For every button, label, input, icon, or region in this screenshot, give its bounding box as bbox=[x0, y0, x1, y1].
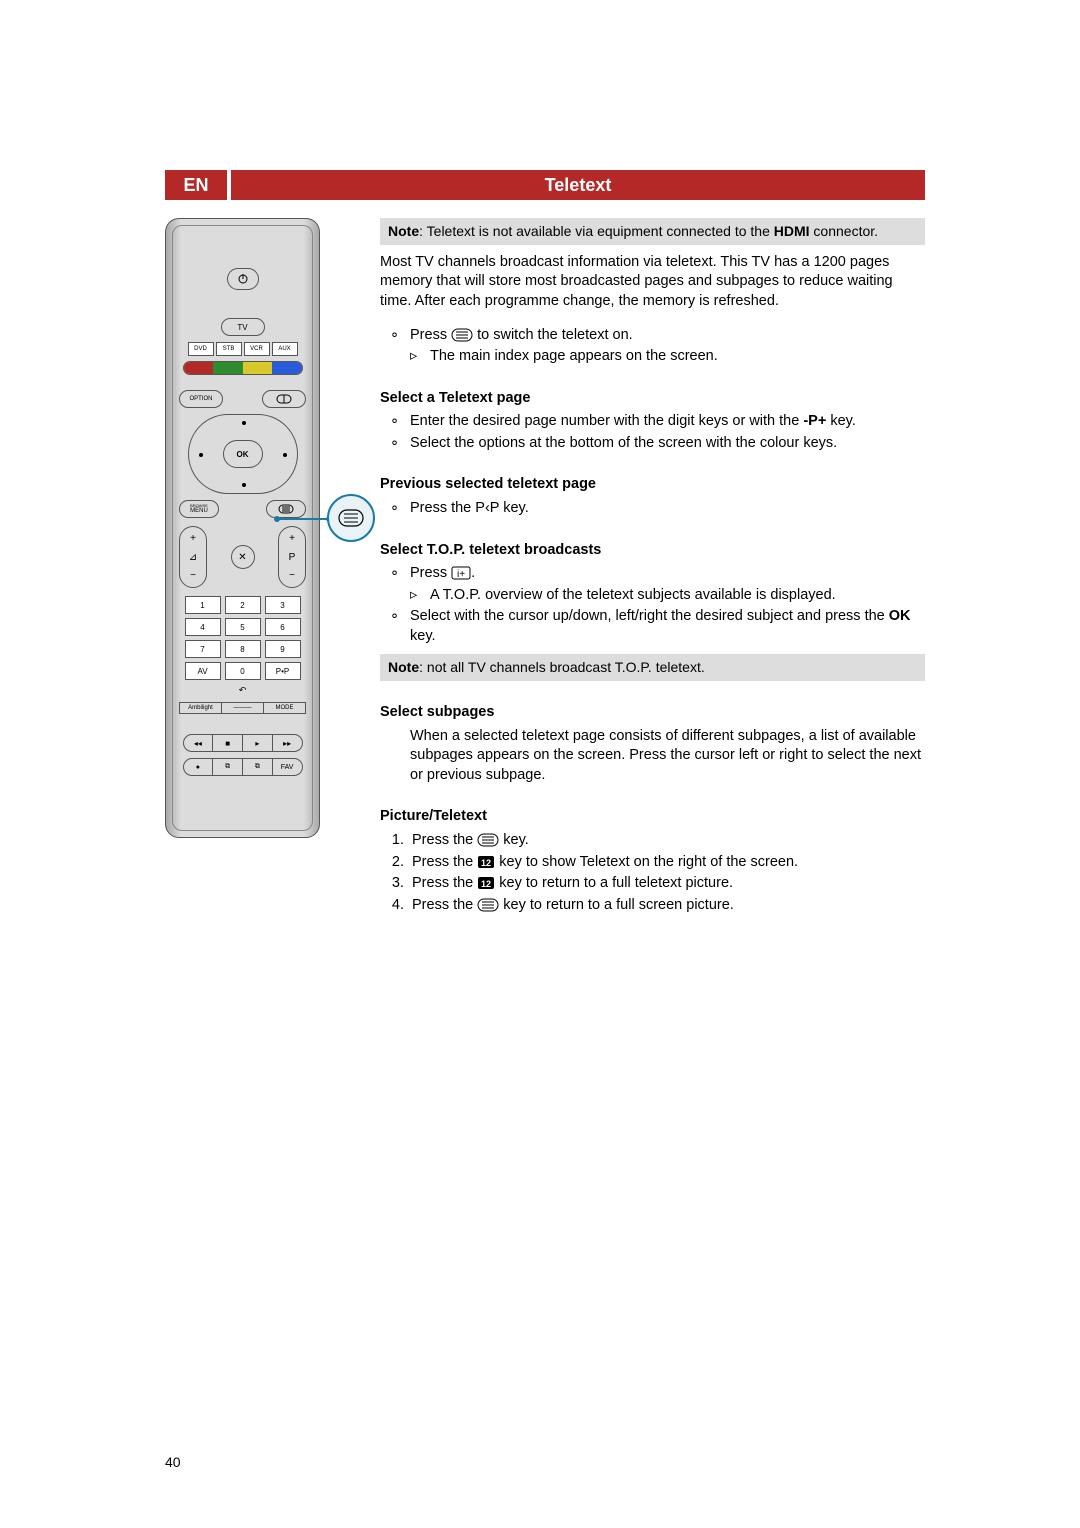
channel-pill: +P− bbox=[278, 526, 306, 588]
heading-subpages: Select subpages bbox=[380, 703, 925, 723]
header-bar: EN Teletext bbox=[165, 170, 925, 200]
text-column: Note: Teletext is not available via equi… bbox=[380, 218, 925, 917]
dpad: OK bbox=[188, 414, 298, 494]
bullet-select-cursor: ∘ Select with the cursor up/down, left/r… bbox=[390, 607, 925, 646]
back-key: ↶ bbox=[225, 684, 261, 696]
para-subpages: When a selected teletext page consists o… bbox=[410, 727, 925, 786]
numpad: 1 2 3 4 5 6 7 8 9 AV 0 P•P bbox=[185, 596, 301, 680]
option-row: OPTION bbox=[179, 390, 306, 408]
vol-ch-row: +⊿− ✕ +P− bbox=[179, 526, 306, 588]
ok-button: OK bbox=[223, 440, 263, 468]
teletext-button bbox=[266, 500, 306, 518]
bullet-colour-keys: ∘ Select the options at the bottom of th… bbox=[390, 434, 925, 454]
page-number: 40 bbox=[165, 1454, 181, 1470]
svg-text:12: 12 bbox=[481, 879, 491, 889]
menu-row: BROWSE MENU bbox=[179, 500, 306, 518]
step-3: Press the 12 key to return to a full tel… bbox=[408, 874, 925, 894]
svg-text:12: 12 bbox=[481, 858, 491, 868]
power-button-icon bbox=[227, 268, 259, 290]
step-2: Press the 12 key to show Teletext on the… bbox=[408, 853, 925, 873]
playback-row: ◂◂ ■ ▸ ▸▸ bbox=[183, 734, 303, 752]
header-lang: EN bbox=[165, 170, 227, 200]
src-stb: STB bbox=[216, 342, 242, 356]
callout-line bbox=[277, 518, 329, 520]
source-row: DVD STB VCR AUX bbox=[188, 342, 298, 356]
volume-pill: +⊿− bbox=[179, 526, 207, 588]
option-button: OPTION bbox=[179, 390, 223, 408]
heading-picture-teletext: Picture/Teletext bbox=[380, 807, 925, 827]
src-vcr: VCR bbox=[244, 342, 270, 356]
callout-teletext-icon bbox=[327, 494, 375, 542]
step-4: Press the key to return to a full screen… bbox=[408, 896, 925, 916]
fav-row: ● ⧉ ⧉ FAV bbox=[183, 758, 303, 776]
note-box-top: Note: Teletext is not available via equi… bbox=[380, 218, 925, 245]
menu-button: BROWSE MENU bbox=[179, 500, 219, 518]
heading-select-page: Select a Teletext page bbox=[380, 389, 925, 409]
subbullet-top-overview: ▹ A T.O.P. overview of the teletext subj… bbox=[410, 586, 925, 606]
guide-button bbox=[262, 390, 306, 408]
heading-top: Select T.O.P. teletext broadcasts bbox=[380, 541, 925, 561]
note-box-top-broadcast: Note: not all TV channels broadcast T.O.… bbox=[380, 654, 925, 681]
subbullet-mainindex: ▹ The main index page appears on the scr… bbox=[410, 347, 925, 367]
ambilight-row: Ambilight ——— MODE bbox=[179, 702, 306, 714]
header-title: Teletext bbox=[231, 170, 925, 200]
mute-button: ✕ bbox=[231, 545, 255, 569]
color-keys bbox=[183, 361, 303, 375]
step-1: Press the key. bbox=[408, 831, 925, 851]
bullet-press-info: ∘ Press i+. bbox=[390, 564, 925, 584]
bullet-previous: ∘ Press the P‹P key. bbox=[390, 499, 925, 519]
bullet-press-teletext: ∘ Press to switch the teletext on. bbox=[390, 326, 925, 346]
tv-button: TV bbox=[221, 318, 265, 336]
src-dvd: DVD bbox=[188, 342, 214, 356]
src-aux: AUX bbox=[272, 342, 298, 356]
intro-paragraph: Most TV channels broadcast information v… bbox=[380, 253, 925, 312]
bullet-enter-page: ∘ Enter the desired page number with the… bbox=[390, 412, 925, 432]
picture-teletext-steps: Press the key. Press the 12 key to show … bbox=[408, 831, 925, 915]
svg-text:i+: i+ bbox=[457, 569, 465, 580]
remote-illustration: TV DVD STB VCR AUX OPTION bbox=[165, 218, 320, 838]
heading-previous: Previous selected teletext page bbox=[380, 475, 925, 495]
remote-column: TV DVD STB VCR AUX OPTION bbox=[165, 218, 380, 917]
